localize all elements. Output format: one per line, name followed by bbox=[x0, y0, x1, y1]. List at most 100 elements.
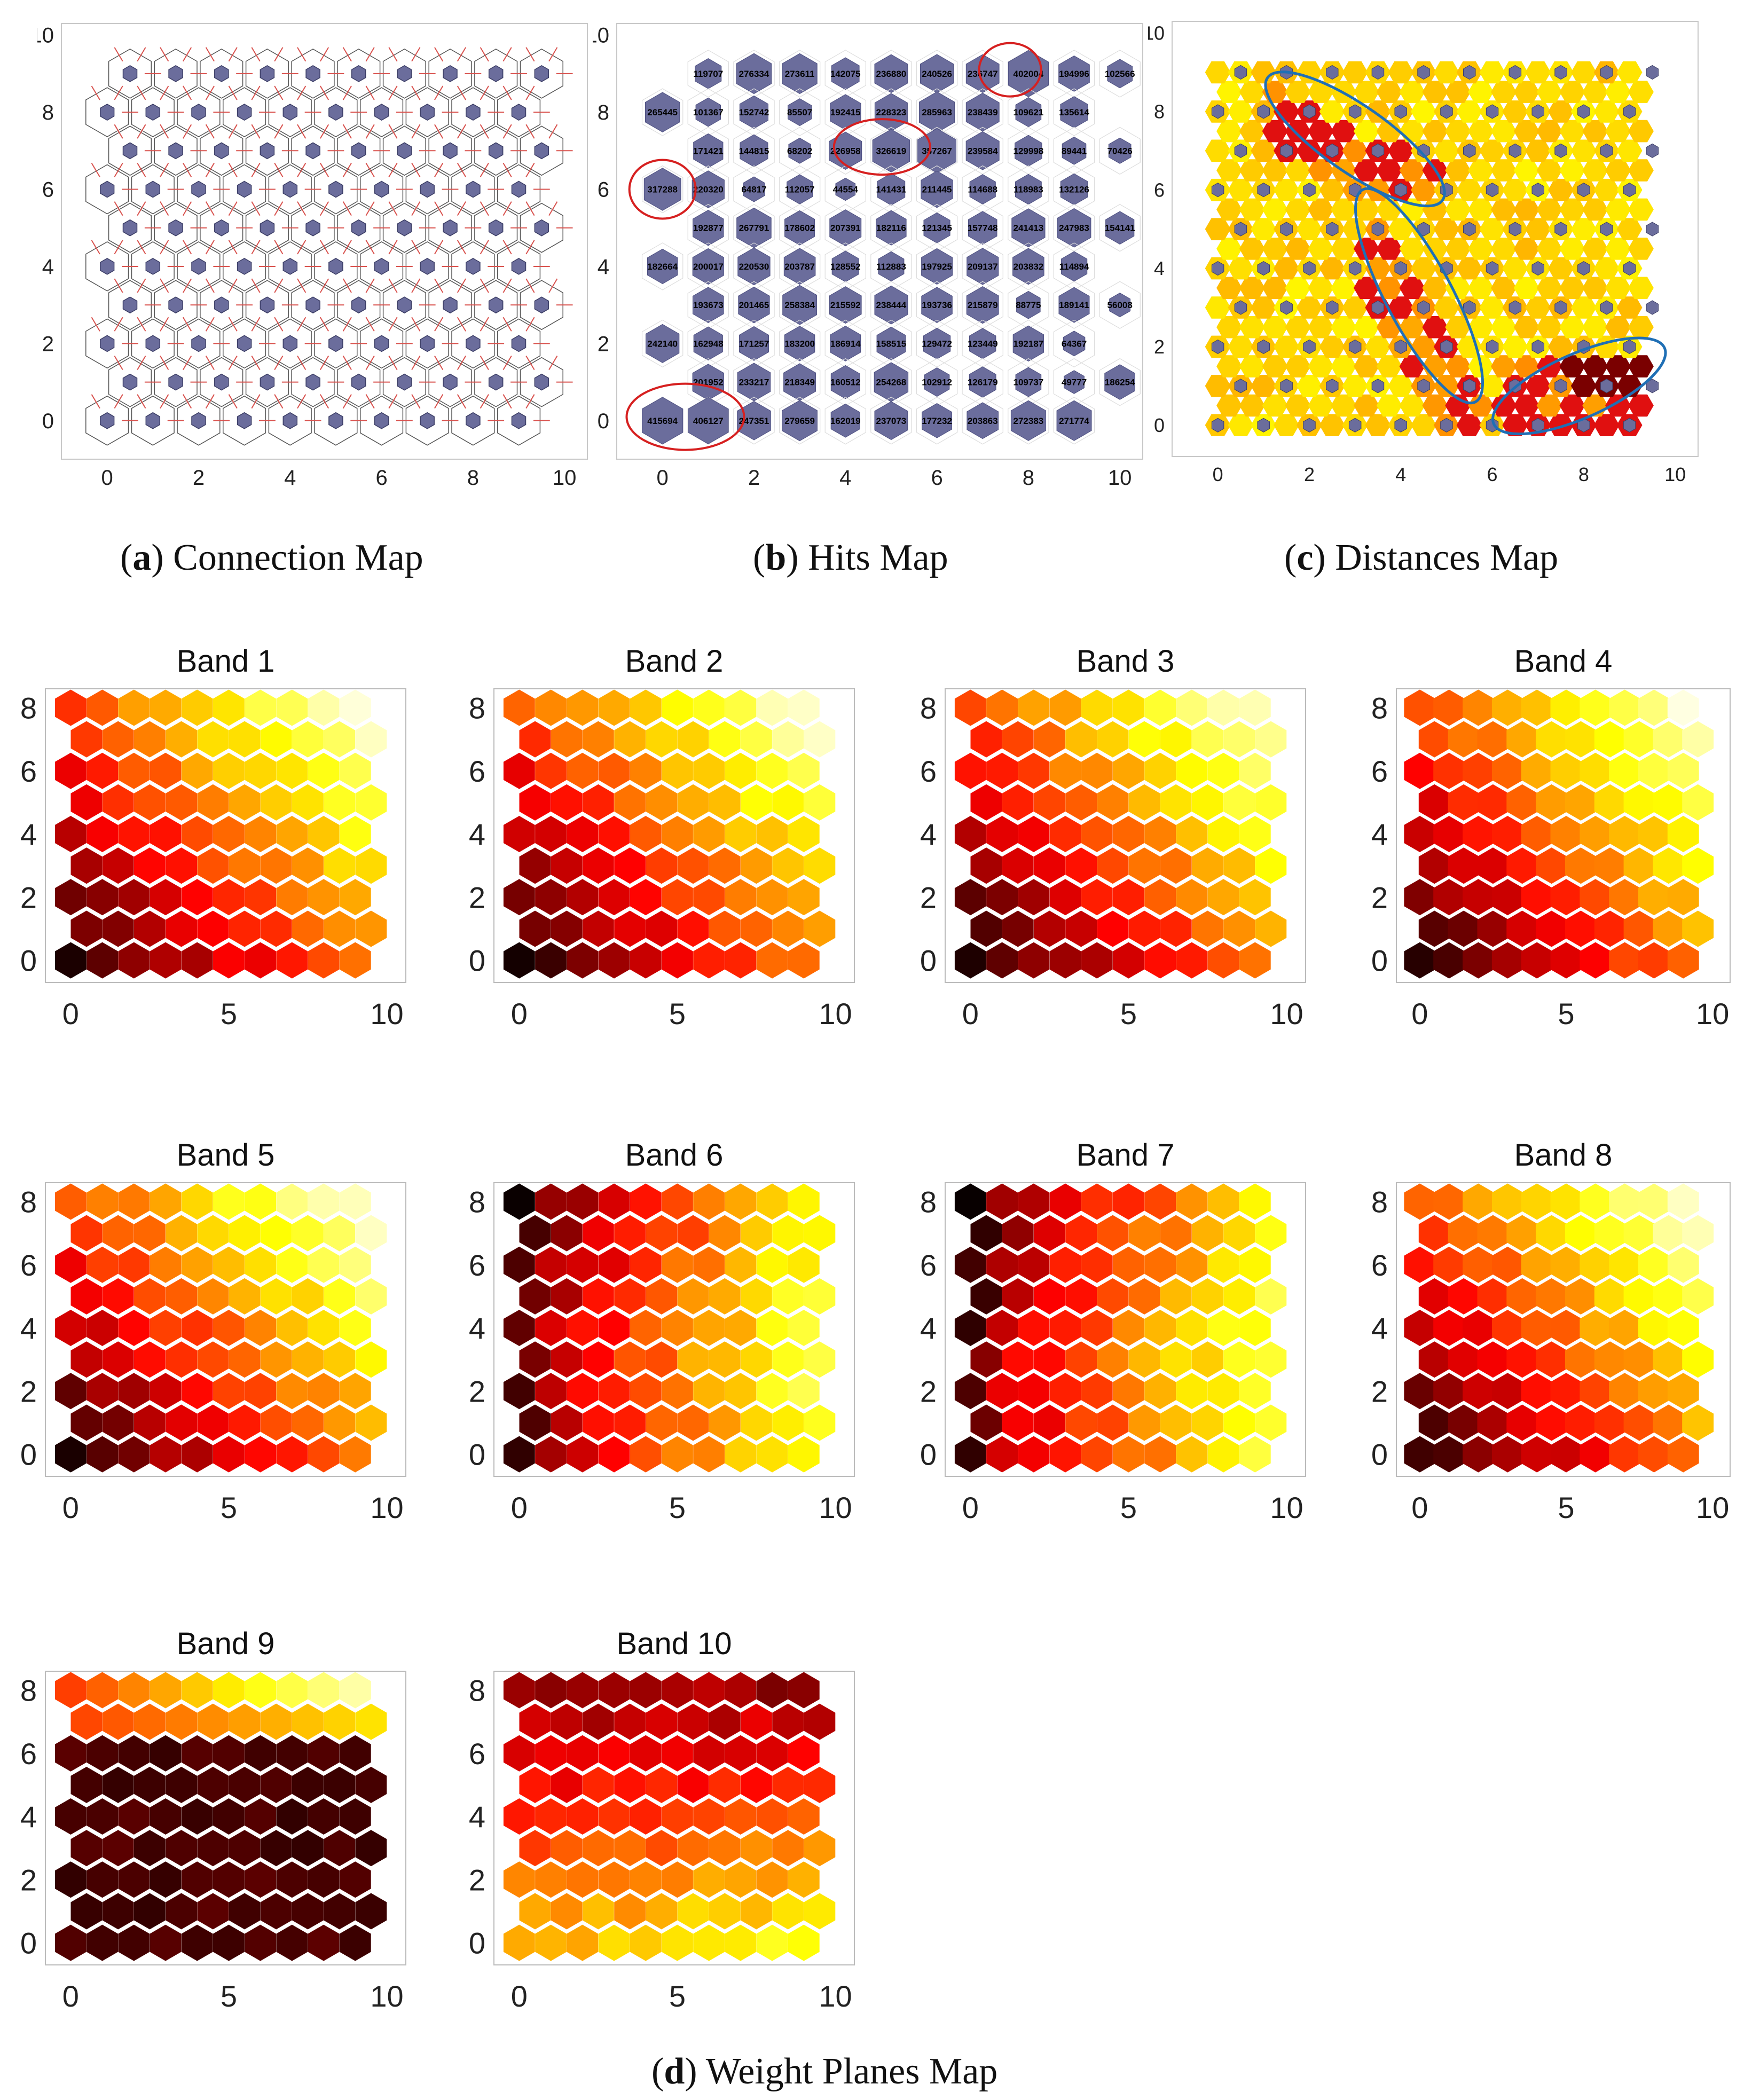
x-tick-label: 10 bbox=[1664, 463, 1686, 485]
weight-cell bbox=[133, 847, 166, 884]
hits-hexagon bbox=[784, 326, 815, 361]
hits-hexagon bbox=[924, 367, 950, 397]
weight-cell bbox=[741, 1703, 772, 1740]
distance-cell bbox=[1491, 120, 1517, 143]
weight-cell bbox=[662, 1672, 693, 1709]
distance-cell bbox=[1628, 394, 1654, 417]
neuron-node bbox=[443, 142, 458, 160]
weight-cell bbox=[339, 942, 371, 979]
weight-cell bbox=[1002, 1404, 1034, 1441]
weight-cell bbox=[772, 1341, 804, 1378]
neuron-node bbox=[191, 412, 206, 429]
hex-outline bbox=[733, 204, 775, 252]
neighbor-link bbox=[411, 317, 421, 332]
neighbor-link bbox=[434, 162, 444, 177]
weight-cell bbox=[1580, 879, 1612, 916]
weight-cell bbox=[229, 847, 261, 884]
weight-cell bbox=[308, 1798, 340, 1835]
distance-cell bbox=[1491, 198, 1517, 221]
hits-hexagon bbox=[1060, 251, 1088, 282]
weight-cell bbox=[1002, 910, 1034, 947]
neighbor-link bbox=[525, 394, 535, 409]
neuron-node bbox=[282, 104, 298, 121]
hex-cell bbox=[245, 49, 289, 99]
distance-cell bbox=[1570, 375, 1597, 397]
neuron-node bbox=[1257, 104, 1270, 119]
weight-cell bbox=[54, 879, 87, 916]
y-tick-label: 0 bbox=[1371, 1438, 1388, 1472]
hits-count-label: 141431 bbox=[876, 185, 907, 195]
weight-cell bbox=[118, 1924, 150, 1961]
hex-cell bbox=[520, 49, 563, 99]
weight-cell bbox=[87, 1436, 118, 1473]
weight-cell bbox=[535, 1798, 567, 1835]
distance-cell bbox=[1536, 277, 1562, 300]
y-tick-label: 6 bbox=[20, 1248, 37, 1282]
neuron-node bbox=[145, 412, 161, 429]
neuron-node bbox=[488, 296, 504, 314]
neighbor-link bbox=[251, 317, 261, 332]
weight-cell bbox=[741, 1215, 772, 1252]
neighbor-link bbox=[297, 85, 307, 100]
hits-count-label: 178602 bbox=[784, 223, 815, 233]
hex-cell bbox=[268, 164, 312, 215]
weight-cell bbox=[1565, 721, 1597, 758]
neighbor-link bbox=[434, 355, 444, 370]
neighbor-link bbox=[457, 124, 467, 139]
weight-cell bbox=[1002, 721, 1034, 758]
weight-cell bbox=[1255, 910, 1287, 947]
weight-cell bbox=[292, 1703, 324, 1740]
weight-cell bbox=[1491, 689, 1523, 726]
weight-cell bbox=[308, 1310, 340, 1346]
weight-cell bbox=[1097, 910, 1129, 947]
x-tick-label: 2 bbox=[1304, 463, 1315, 485]
weight-cell bbox=[54, 1436, 87, 1473]
distance-cell bbox=[1468, 81, 1494, 103]
hits-count-label: 44554 bbox=[833, 185, 859, 195]
neuron-node bbox=[1211, 339, 1224, 354]
hex-outline bbox=[870, 204, 912, 252]
distance-cell bbox=[1548, 414, 1574, 436]
distance-cell bbox=[1297, 375, 1322, 397]
weight-cell bbox=[166, 1341, 198, 1378]
distance-cell bbox=[1525, 218, 1551, 240]
weight-cell bbox=[804, 1278, 836, 1315]
weight-cell bbox=[324, 1278, 356, 1315]
hits-hexagon bbox=[969, 328, 996, 359]
neighbor-link bbox=[160, 355, 169, 370]
neuron-node bbox=[145, 335, 161, 352]
distance-cell bbox=[1582, 238, 1608, 260]
distance-cell bbox=[1285, 198, 1311, 221]
distance-cell bbox=[1491, 277, 1517, 300]
weight-cell bbox=[1113, 942, 1144, 979]
neighbor-link bbox=[251, 162, 261, 177]
hits-hexagon bbox=[876, 326, 906, 360]
hits-hexagon bbox=[788, 98, 812, 127]
neighbor-link bbox=[205, 394, 215, 409]
weight-cell bbox=[1239, 689, 1271, 726]
hits-count-label: 142075 bbox=[830, 69, 861, 79]
weight-cell bbox=[567, 1924, 599, 1961]
band-title: Band 3 bbox=[1077, 644, 1175, 679]
neighbor-link bbox=[457, 240, 467, 255]
weight-cell bbox=[551, 910, 583, 947]
distance-cell bbox=[1605, 120, 1631, 143]
neighbor-link bbox=[137, 278, 146, 293]
weight-cell bbox=[54, 1373, 87, 1410]
weight-cell bbox=[308, 1924, 340, 1961]
weight-cell bbox=[292, 1215, 324, 1252]
weight-cell bbox=[1418, 847, 1450, 884]
y-tick-label: 0 bbox=[920, 944, 937, 978]
hits-hexagon bbox=[1063, 331, 1086, 357]
weight-cell bbox=[1144, 1373, 1176, 1410]
hits-count-label: 203863 bbox=[968, 416, 998, 426]
hex-outline bbox=[779, 281, 821, 329]
distance-cell bbox=[1399, 394, 1425, 417]
hits-hexagon bbox=[1016, 290, 1041, 319]
distance-cell bbox=[1433, 296, 1459, 319]
weight-cell bbox=[260, 784, 292, 821]
neighbor-link bbox=[205, 355, 215, 370]
weight-cell bbox=[1536, 1215, 1567, 1252]
hits-count-label: 192187 bbox=[1014, 339, 1044, 349]
weight-cell bbox=[986, 1310, 1018, 1346]
